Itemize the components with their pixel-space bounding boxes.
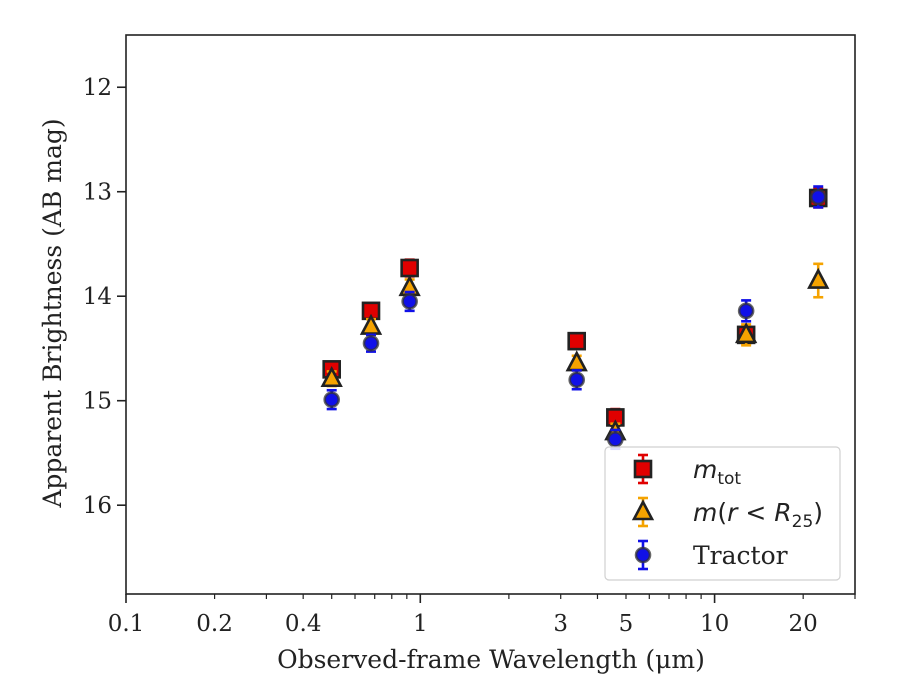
legend-label: m(r < R25) <box>693 498 823 532</box>
y-tick-label: 15 <box>83 389 112 415</box>
data-point <box>567 331 587 351</box>
data-point <box>362 334 380 352</box>
plot-frame <box>125 34 856 595</box>
x-tick-label: 1 <box>413 611 428 637</box>
x-tick-label: 0.4 <box>285 611 322 637</box>
legend-label: Tractor <box>693 541 788 570</box>
x-tick-label: 20 <box>789 611 818 637</box>
legend: mtot m(r < R25) Tractor <box>604 446 841 581</box>
y-tick-label: 13 <box>83 180 112 206</box>
y-tick-label: 14 <box>83 284 112 310</box>
data-point <box>359 313 383 335</box>
series-2 <box>323 185 827 451</box>
data-point <box>323 391 341 408</box>
data-point <box>734 322 758 344</box>
y-axis-label: Apparent Brightness (AB mag) <box>38 118 67 508</box>
x-tick-label: 0.1 <box>108 611 145 637</box>
legend-box <box>604 446 841 581</box>
data-point <box>568 371 586 389</box>
data-point <box>809 188 827 206</box>
y-tick-label: 16 <box>83 493 112 519</box>
data-point <box>737 302 755 320</box>
legend-label: mtot <box>693 455 741 489</box>
y-tick-label: 12 <box>83 75 112 101</box>
data-point <box>320 365 343 388</box>
x-tick-label: 10 <box>700 611 729 637</box>
data-point <box>401 293 418 310</box>
legend-marker <box>633 459 653 479</box>
x-tick-label: 0.2 <box>196 611 233 637</box>
plot-area <box>320 185 830 451</box>
data-point <box>400 258 419 278</box>
series-1 <box>320 262 830 442</box>
data-point <box>607 431 624 448</box>
legend-marker <box>634 546 652 564</box>
data-point <box>565 350 588 372</box>
data-point <box>807 267 830 289</box>
x-tick-label: 3 <box>553 611 568 637</box>
x-axis-label: Observed-frame Wavelength (μm) <box>277 645 705 674</box>
legend-marker <box>631 499 655 521</box>
x-tick-label: 5 <box>619 611 634 637</box>
